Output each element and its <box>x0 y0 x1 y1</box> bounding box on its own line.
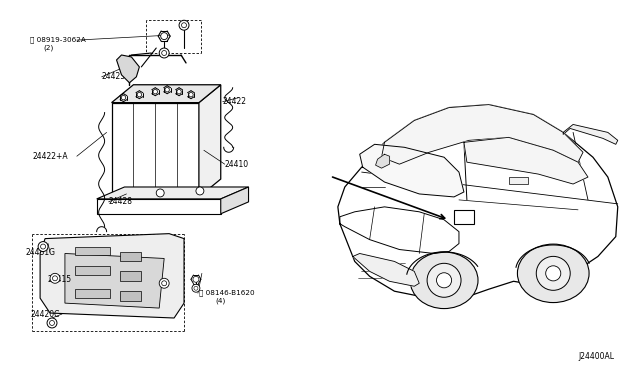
Circle shape <box>192 284 200 292</box>
Circle shape <box>159 278 169 288</box>
Polygon shape <box>65 253 164 308</box>
Circle shape <box>161 33 168 39</box>
Bar <box>120 251 141 262</box>
Circle shape <box>52 276 58 281</box>
Bar <box>454 210 474 224</box>
Bar <box>75 266 109 275</box>
Circle shape <box>153 90 157 94</box>
Circle shape <box>40 244 45 249</box>
Ellipse shape <box>517 244 589 302</box>
Circle shape <box>189 93 193 97</box>
Polygon shape <box>360 144 464 197</box>
Polygon shape <box>381 105 583 164</box>
Text: J24400AL: J24400AL <box>578 352 614 361</box>
Polygon shape <box>340 207 459 253</box>
Circle shape <box>536 256 570 290</box>
Text: 24431G: 24431G <box>25 248 55 257</box>
Polygon shape <box>464 137 588 184</box>
Polygon shape <box>97 199 221 214</box>
Circle shape <box>122 96 125 100</box>
Polygon shape <box>338 105 618 301</box>
Circle shape <box>546 266 561 281</box>
Text: 24410: 24410 <box>225 160 249 169</box>
Circle shape <box>49 321 54 326</box>
Circle shape <box>182 23 186 28</box>
Polygon shape <box>353 253 419 286</box>
Text: 24422+A: 24422+A <box>32 152 68 161</box>
Bar <box>75 247 109 256</box>
Polygon shape <box>97 187 248 199</box>
Polygon shape <box>563 125 618 144</box>
Polygon shape <box>111 103 199 197</box>
Text: (2): (2) <box>43 45 53 51</box>
Text: Ⓢ 08146-B1620: Ⓢ 08146-B1620 <box>199 290 255 296</box>
Text: 24415: 24415 <box>47 275 71 284</box>
Polygon shape <box>111 85 221 103</box>
Polygon shape <box>376 154 390 168</box>
Circle shape <box>162 51 166 55</box>
Circle shape <box>193 276 199 282</box>
Circle shape <box>165 87 170 92</box>
Text: 24425: 24425 <box>102 72 126 81</box>
Text: ⓓ 08919-3062A: ⓓ 08919-3062A <box>30 37 86 44</box>
Polygon shape <box>40 234 184 318</box>
Polygon shape <box>199 85 221 197</box>
Ellipse shape <box>410 252 478 309</box>
Text: 24420C: 24420C <box>30 310 60 318</box>
Circle shape <box>137 93 141 97</box>
Bar <box>75 289 109 298</box>
Circle shape <box>427 263 461 297</box>
Circle shape <box>436 273 452 288</box>
Circle shape <box>179 20 189 30</box>
Polygon shape <box>116 55 140 83</box>
Circle shape <box>47 318 57 328</box>
Circle shape <box>196 187 204 195</box>
Polygon shape <box>221 187 248 214</box>
Bar <box>509 177 529 184</box>
Bar <box>120 271 141 281</box>
Circle shape <box>194 286 198 290</box>
Text: 24428: 24428 <box>109 198 132 206</box>
Circle shape <box>162 281 166 286</box>
Text: 24422: 24422 <box>223 97 247 106</box>
Circle shape <box>38 241 48 251</box>
Text: (4): (4) <box>216 298 226 304</box>
Circle shape <box>156 189 164 197</box>
Circle shape <box>177 90 181 94</box>
Bar <box>120 291 141 301</box>
Circle shape <box>159 48 169 58</box>
Circle shape <box>50 273 60 283</box>
